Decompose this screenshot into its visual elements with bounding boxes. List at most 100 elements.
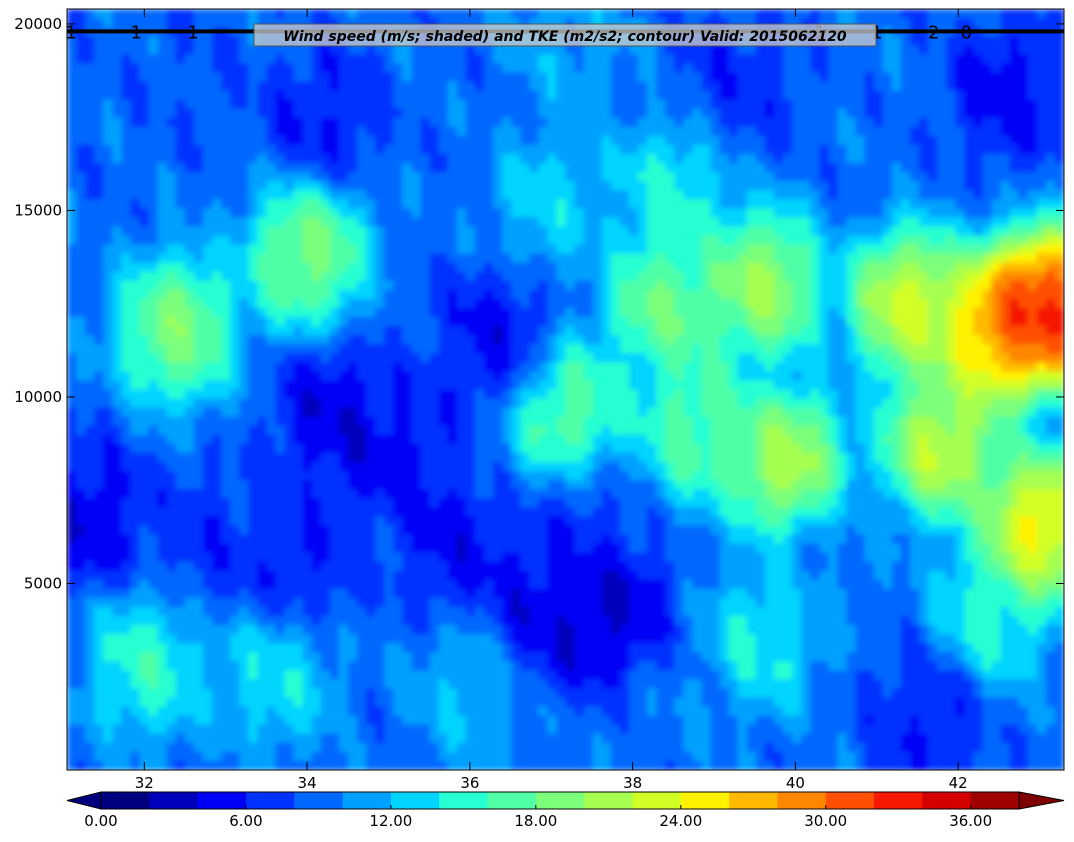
wind-speed-cell	[502, 54, 512, 64]
wind-speed-cell	[538, 163, 548, 173]
wind-speed-cell	[619, 317, 630, 327]
wind-speed-cell	[502, 389, 512, 400]
wind-speed-cell	[492, 199, 503, 209]
wind-speed-cell	[193, 99, 204, 110]
wind-speed-cell	[275, 45, 286, 55]
wind-speed-cell	[184, 181, 195, 191]
wind-speed-cell	[683, 208, 693, 218]
wind-speed-cell	[674, 163, 684, 173]
wind-speed-cell	[257, 18, 267, 28]
wind-speed-cell	[991, 126, 1002, 137]
wind-speed-cell	[266, 208, 277, 218]
wind-speed-cell	[819, 217, 829, 228]
wind-speed-cell	[801, 153, 811, 164]
wind-speed-cell	[275, 380, 286, 391]
wind-speed-cell	[329, 371, 340, 382]
wind-speed-cell	[810, 144, 820, 155]
wind-speed-cell	[701, 280, 712, 291]
wind-speed-cell	[801, 317, 811, 327]
wind-speed-cell	[184, 90, 195, 101]
wind-speed-cell	[556, 99, 567, 110]
wind-speed-cell	[193, 262, 204, 273]
wind-speed-cell	[964, 172, 974, 182]
wind-speed-cell	[773, 45, 784, 55]
wind-speed-cell	[783, 344, 793, 354]
wind-speed-cell	[946, 326, 956, 336]
wind-speed-cell	[1045, 235, 1056, 246]
wind-speed-cell	[248, 271, 258, 282]
wind-speed-cell	[184, 262, 195, 273]
wind-speed-cell	[538, 244, 548, 255]
wind-speed-cell	[628, 163, 639, 173]
wind-speed-cell	[166, 99, 177, 110]
wind-speed-cell	[76, 371, 86, 382]
wind-speed-cell	[465, 45, 476, 55]
wind-speed-cell	[882, 226, 893, 237]
wind-speed-cell	[1018, 36, 1029, 46]
wind-speed-cell	[492, 54, 503, 64]
wind-speed-cell	[619, 126, 630, 137]
wind-speed-cell	[538, 380, 548, 391]
wind-speed-cell	[193, 307, 204, 318]
wind-speed-cell	[166, 36, 177, 46]
wind-speed-cell	[873, 199, 884, 209]
wind-speed-cell	[67, 289, 77, 300]
wind-speed-cell	[955, 72, 965, 83]
wind-speed-cell	[900, 298, 911, 309]
wind-speed-cell	[302, 326, 313, 336]
wind-speed-cell	[157, 326, 168, 336]
wind-speed-cell	[293, 63, 304, 74]
wind-speed-cell	[683, 389, 693, 400]
wind-speed-cell	[338, 326, 349, 336]
wind-speed-cell	[746, 199, 757, 209]
wind-speed-cell	[746, 262, 757, 273]
wind-speed-cell	[248, 63, 258, 74]
wind-speed-cell	[67, 407, 77, 418]
wind-speed-cell	[184, 126, 195, 137]
wind-speed-cell	[357, 72, 367, 83]
wind-speed-cell	[329, 289, 340, 300]
wind-speed-cell	[583, 172, 594, 182]
wind-speed-cell	[511, 362, 521, 372]
wind-speed-cell	[755, 371, 766, 382]
wind-speed-cell	[547, 253, 558, 264]
wind-speed-cell	[311, 144, 322, 155]
wind-speed-cell	[465, 335, 476, 345]
wind-speed-cell	[592, 226, 603, 237]
wind-speed-cell	[465, 226, 476, 237]
wind-speed-cell	[937, 54, 947, 64]
wind-speed-cell	[357, 63, 367, 74]
wind-speed-cell	[701, 389, 712, 400]
wind-speed-cell	[755, 389, 766, 400]
wind-speed-cell	[320, 235, 331, 246]
wind-speed-cell	[574, 226, 585, 237]
wind-speed-cell	[855, 344, 866, 354]
wind-speed-cell	[511, 226, 521, 237]
wind-speed-cell	[1009, 18, 1020, 28]
wind-speed-cell	[746, 108, 757, 119]
wind-speed-cell	[293, 81, 304, 92]
wind-speed-cell	[366, 45, 376, 55]
wind-speed-cell	[257, 99, 267, 110]
wind-speed-cell	[746, 362, 757, 372]
wind-speed-cell	[982, 380, 993, 391]
wind-speed-cell	[964, 362, 974, 372]
wind-speed-cell	[121, 108, 132, 119]
wind-speed-cell	[284, 153, 295, 164]
wind-speed-cell	[502, 235, 512, 246]
wind-speed-cell	[556, 45, 567, 55]
wind-speed-cell	[719, 63, 730, 74]
wind-speed-cell	[529, 153, 539, 164]
wind-speed-cell	[130, 244, 141, 255]
wind-speed-cell	[429, 217, 440, 228]
wind-speed-cell	[311, 353, 322, 363]
wind-speed-cell	[746, 81, 757, 92]
wind-speed-cell	[728, 54, 739, 64]
wind-speed-cell	[864, 208, 875, 218]
wind-speed-cell	[565, 135, 576, 146]
wind-speed-cell	[828, 389, 839, 400]
wind-speed-cell	[882, 371, 893, 382]
wind-speed-cell	[266, 163, 277, 173]
wind-speed-cell	[175, 317, 186, 327]
wind-speed-cell	[474, 153, 485, 164]
